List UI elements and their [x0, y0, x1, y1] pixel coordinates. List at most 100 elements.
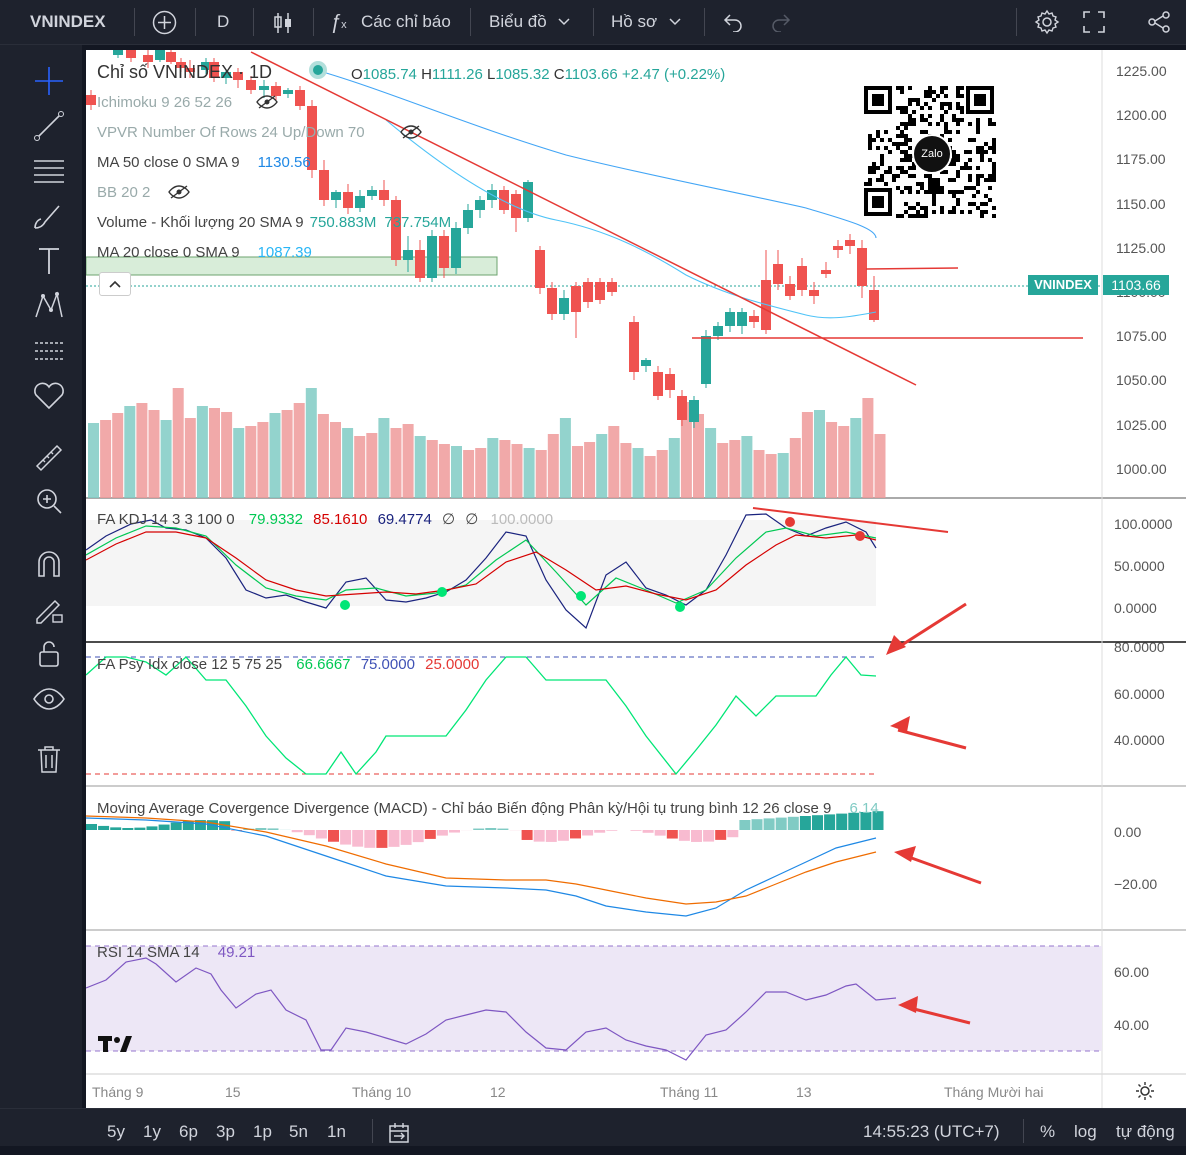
psy-axis-label: 40.0000 [1114, 732, 1165, 748]
text-tool-icon[interactable] [31, 245, 67, 277]
qr-module [876, 178, 880, 182]
undo-icon[interactable] [722, 12, 744, 32]
profile-menu-button[interactable]: Hồ sơ [611, 0, 657, 44]
kdj-k-value: 79.9332 [249, 511, 303, 528]
ichimoku-legend[interactable]: Ichimoku 9 26 52 26 [97, 94, 232, 111]
qr-module [924, 214, 928, 218]
range-1d-button[interactable]: 1n [327, 1109, 346, 1146]
volume-bar [778, 453, 789, 498]
rsi-axis-label: 40.00 [1114, 1017, 1149, 1033]
qr-module [972, 202, 976, 206]
interval-button[interactable]: D [217, 0, 229, 44]
chart-menu-button[interactable]: Biểu đồ [489, 0, 547, 44]
qr-module [940, 210, 944, 214]
volume-bar [826, 422, 837, 498]
trend-line-icon[interactable] [31, 110, 67, 142]
bb-legend[interactable]: BB 20 2 [97, 184, 150, 201]
log-scale-button[interactable]: log [1074, 1109, 1097, 1146]
macd-legend[interactable]: Moving Average Covergence Divergence (MA… [97, 800, 879, 817]
ruler-icon[interactable] [31, 440, 67, 472]
qr-module [916, 102, 920, 106]
macd-histogram-bar [800, 816, 811, 830]
qr-module [944, 86, 948, 90]
psy-legend[interactable]: FA Psy Idx close 12 5 75 25 66.6667 75.0… [97, 656, 479, 673]
range-1m-button[interactable]: 1p [253, 1109, 272, 1146]
range-3m-button[interactable]: 3p [216, 1109, 235, 1146]
collapse-legend-button[interactable] [99, 272, 131, 296]
hidden-eye-icon[interactable] [400, 124, 422, 140]
auto-scale-button[interactable]: tự động [1116, 1109, 1175, 1146]
zoom-in-icon[interactable] [31, 485, 67, 517]
trash-icon[interactable] [31, 743, 67, 775]
time-axis-label: 12 [490, 1084, 506, 1100]
kdj-d-value: 85.1610 [313, 511, 367, 528]
chart-area[interactable]: Chỉ số VNINDEX · 1D O1085.74 H1111.26 L1… [86, 50, 1186, 1108]
hidden-eye-icon[interactable] [168, 184, 190, 200]
zalo-logo: Zalo [912, 134, 952, 174]
qr-module [896, 134, 900, 138]
kdj-empty-value: ∅ [442, 511, 455, 528]
kdj-empty-value: ∅ [465, 511, 478, 528]
psy-lower-value: 25.0000 [425, 656, 479, 673]
range-1y-button[interactable]: 1y [143, 1109, 161, 1146]
qr-module [912, 122, 916, 126]
macd-histogram-bar [473, 829, 484, 830]
ma20-label: MA 20 close 0 SMA 9 [97, 244, 240, 261]
crosshair-icon[interactable] [31, 65, 67, 97]
qr-module [880, 158, 884, 162]
fx-icon[interactable]: ƒx [330, 0, 347, 44]
range-5y-button[interactable]: 5y [107, 1109, 125, 1146]
vpvr-legend[interactable]: VPVR Number Of Rows 24 Up/Down 70 [97, 124, 365, 141]
volume-bar [427, 440, 438, 498]
date-range-icon[interactable] [388, 1122, 410, 1144]
candle-body [451, 228, 461, 268]
range-5d-button[interactable]: 5n [289, 1109, 308, 1146]
macd-histogram-bar [389, 830, 400, 847]
range-6m-button[interactable]: 6p [179, 1109, 198, 1146]
volume-bar [354, 436, 365, 498]
macd-histogram-bar [98, 826, 109, 830]
sun-theme-icon[interactable] [1135, 1081, 1155, 1101]
qr-module [940, 118, 944, 122]
qr-module [884, 146, 888, 150]
indicators-button[interactable]: Các chỉ báo [361, 0, 451, 44]
macd-histogram-bar [364, 830, 375, 848]
share-icon[interactable] [1147, 11, 1171, 33]
favorite-heart-icon[interactable] [31, 380, 67, 412]
symbol-search[interactable]: VNINDEX [30, 0, 106, 44]
kdj-axis-label: 100.0000 [1114, 516, 1172, 532]
pattern-icon[interactable] [31, 290, 67, 322]
kdj-legend[interactable]: FA KDJ 14 3 3 100 0 79.9332 85.1610 69.4… [97, 510, 553, 528]
volume-bar [306, 388, 317, 498]
qr-module [980, 158, 984, 162]
macd-histogram-bar [413, 830, 424, 842]
qr-module [888, 166, 892, 170]
brush-icon[interactable] [31, 200, 67, 232]
qr-module [980, 202, 984, 206]
rsi-legend[interactable]: RSI 14 SMA 14 49.21 [97, 944, 255, 961]
clock-timezone[interactable]: 14:55:23 (UTC+7) [863, 1109, 1000, 1146]
qr-module [992, 170, 996, 174]
redo-icon[interactable] [770, 12, 792, 32]
divider [1016, 8, 1017, 36]
qr-module [932, 98, 936, 102]
kdj-label: FA KDJ 14 3 3 100 0 [97, 511, 235, 528]
prediction-icon[interactable] [31, 335, 67, 367]
lock-drawing-pencil-icon[interactable] [31, 593, 67, 625]
hidden-eye-icon[interactable] [256, 94, 278, 110]
candle-style-icon[interactable] [272, 11, 294, 35]
settings-gear-icon[interactable] [1034, 9, 1060, 35]
eye-visibility-icon[interactable] [31, 683, 67, 715]
fullscreen-icon[interactable] [1083, 11, 1105, 33]
percent-scale-button[interactable]: % [1040, 1109, 1055, 1146]
magnet-icon[interactable] [31, 548, 67, 580]
qr-module [900, 170, 904, 174]
qr-module [960, 94, 964, 98]
volume-ma-value: 737.754M [384, 214, 451, 231]
add-symbol-icon[interactable] [152, 10, 177, 35]
unlock-icon[interactable] [31, 638, 67, 670]
horizontal-lines-icon[interactable] [31, 155, 67, 187]
